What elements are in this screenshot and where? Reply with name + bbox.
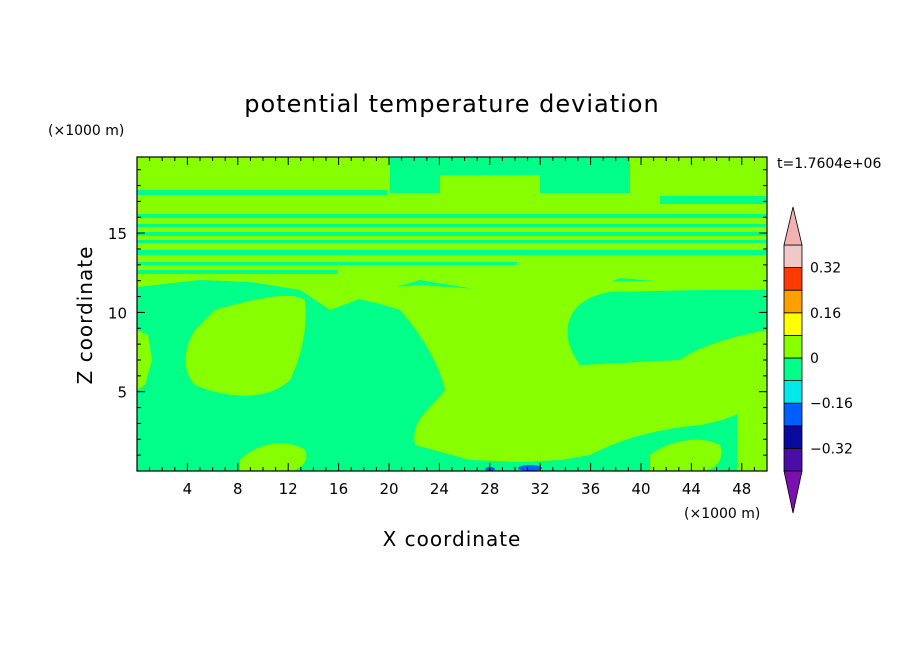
x-tick-label: 28: [480, 480, 499, 498]
y-tick-label: 10: [108, 304, 127, 322]
upper-right-patch: [660, 196, 767, 204]
y-tick-marks: [137, 169, 767, 456]
colorbar-tick-label: 0.16: [810, 306, 841, 322]
plot-area: [136, 156, 768, 472]
x-tick-label: 36: [581, 480, 600, 498]
time-label: t=1.7604e+06: [777, 156, 881, 172]
y-units-label: (×1000 m): [48, 123, 124, 139]
chart-title: potential temperature deviation: [244, 90, 659, 118]
x-tick-labels: 4 8 12 16 20 24 28 32 36 40 44 48: [183, 480, 752, 498]
band-1: [137, 214, 767, 218]
x-tick-label: 12: [279, 480, 298, 498]
x-units-label: (×1000 m): [684, 506, 760, 522]
band-4: [137, 240, 767, 243]
colorbar-segment: [783, 334, 803, 359]
colorbar-tick-label: 0: [810, 351, 819, 367]
band-2: [137, 224, 767, 227]
colorbar-under-arrow: [783, 470, 803, 514]
x-tick-label: 32: [531, 480, 550, 498]
colorbar-segment: [783, 357, 803, 382]
x-tick-label: 20: [379, 480, 398, 498]
positive-region-bottom-right: [650, 439, 722, 471]
positive-region-bottom-left: [240, 443, 307, 471]
colorbar-over-arrow: [783, 206, 803, 246]
x-tick-marks: [149, 157, 755, 471]
y-tick-label: 5: [117, 384, 127, 402]
colorbar-tick-label: 0.32: [810, 261, 841, 277]
positive-region-central-plume: [305, 280, 767, 462]
x-tick-label: 4: [183, 480, 193, 498]
colorbar-segment: [783, 289, 803, 314]
x-tick-label: 8: [233, 480, 243, 498]
y-tick-labels: 5 10 15: [108, 225, 127, 402]
x-tick-label: 44: [682, 480, 701, 498]
x-tick-label: 48: [732, 480, 751, 498]
colorbar: [783, 206, 803, 514]
band-7: [137, 270, 337, 274]
positive-region-left-lobe: [185, 295, 306, 396]
upper-green-left: [137, 158, 337, 188]
x-axis-label: X coordinate: [383, 527, 522, 551]
band-5: [137, 250, 767, 255]
x-tick-label: 40: [631, 480, 650, 498]
colorbar-segment: [783, 267, 803, 291]
colorbar-segment: [783, 312, 803, 336]
x-tick-label: 16: [329, 480, 348, 498]
y-tick-label: 15: [108, 225, 127, 243]
colorbar-tick-label: −0.32: [810, 441, 853, 457]
upper-patch: [137, 190, 387, 195]
colorbar-segment: [783, 380, 803, 404]
colorbar-segment: [783, 244, 803, 269]
y-axis-label: Z coordinate: [73, 246, 97, 385]
positive-region-right-edge: [737, 380, 767, 471]
band-6: [137, 262, 517, 265]
colorbar-tick-label: −0.16: [810, 396, 853, 412]
negative-patch-1: [518, 465, 542, 471]
colorbar-segment: [783, 402, 803, 427]
colorbar-segment: [783, 447, 803, 472]
positive-region-left-margin: [137, 330, 152, 390]
x-tick-label: 24: [430, 480, 449, 498]
upper-yellowgreen-blob: [440, 175, 540, 200]
colorbar-labels: 0.32 0.16 0 −0.16 −0.32: [810, 261, 853, 458]
colorbar-segment: [783, 425, 803, 449]
band-3: [137, 232, 767, 236]
stratified-band-group: [137, 157, 767, 274]
